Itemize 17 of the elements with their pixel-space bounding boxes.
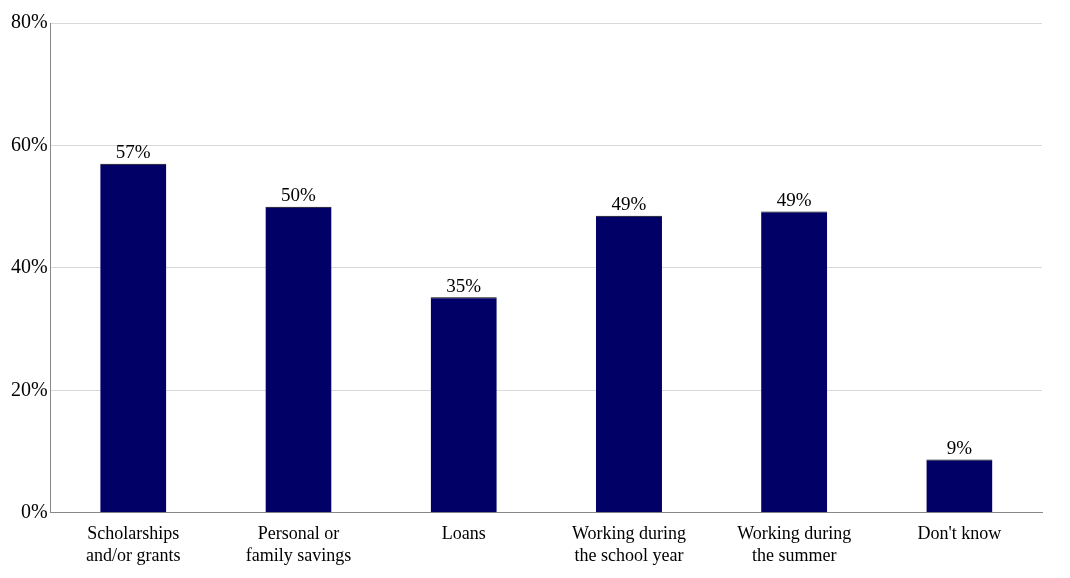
y-tick-label: 80% [10,10,48,33]
x-tick-label: Don't know [917,523,1002,544]
data-label: 49% [776,189,812,211]
x-tick-label: Working during the summer [737,523,852,565]
y-tick-label: 0% [20,500,48,523]
data-label: 57% [115,141,151,163]
data-label: 49% [611,193,647,215]
x-tick-label: Personal or family savings [245,523,352,565]
y-tick-label: 40% [10,255,48,278]
y-tick-label: 20% [10,377,48,400]
data-label: 9% [946,437,973,459]
x-tick-label: Loans [441,523,486,544]
y-tick-label: 60% [10,132,48,155]
x-tick-label: Scholarships and/or grants [86,523,181,565]
x-tick-label: Working during the school year [571,523,686,565]
data-label: 50% [281,184,317,206]
data-label: 35% [446,274,482,296]
